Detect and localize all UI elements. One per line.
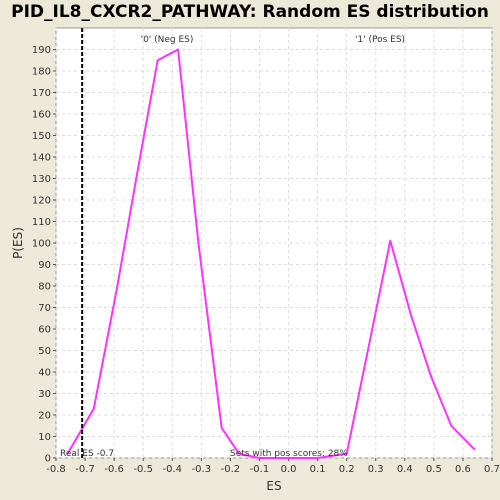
x-tick-label: 0.1 [310, 464, 326, 475]
x-tick-label: -0.8 [46, 464, 66, 475]
y-tick-label: 150 [32, 131, 51, 142]
y-tick-label: 90 [38, 260, 51, 271]
x-tick-label: -0.4 [163, 464, 183, 475]
y-tick-label: 80 [38, 282, 51, 293]
data-point [238, 452, 240, 455]
data-point [409, 313, 412, 315]
y-tick-label: 70 [38, 303, 51, 314]
data-point [366, 354, 368, 356]
y-tick-label: 130 [32, 174, 51, 185]
data-point [316, 457, 319, 459]
y-axis-ticks: 0 10 20 30 40 50 60 70 80 90 100 110 120 130 140 150 160… [32, 45, 56, 465]
y-tick-label: 50 [38, 346, 51, 357]
x-axis-ticks: -0.8 -0.7 -0.6 -0.5 -0.4 -0.3 -0.2 -0.1 0.0 0.1 0.… [46, 458, 500, 475]
data-point [450, 424, 453, 427]
data-point [156, 59, 159, 62]
y-tick-label: 170 [32, 88, 51, 99]
x-tick-label: -0.7 [75, 464, 95, 475]
x-tick-label: -0.2 [221, 464, 241, 475]
y-tick-label: 100 [32, 239, 51, 250]
data-point [197, 242, 200, 244]
data-point [177, 48, 179, 51]
data-point [258, 457, 261, 459]
pos-es-label: '1' (Pos ES) [355, 35, 405, 45]
y-tick-label: 190 [32, 45, 51, 56]
y-tick-label: 160 [32, 110, 51, 121]
y-tick-label: 140 [32, 153, 51, 164]
y-tick-label: 60 [38, 325, 51, 336]
y-tick-label: 40 [38, 368, 51, 379]
x-tick-label: 0.4 [397, 464, 413, 475]
y-tick-label: 0 [45, 454, 51, 465]
x-tick-label: -0.1 [250, 464, 270, 475]
y-tick-label: 120 [32, 196, 51, 207]
real-es-label: Real ES -0.7 [60, 449, 114, 459]
chart-title: PID_IL8_CXCR2_PATHWAY: Random ES distrib… [11, 2, 489, 22]
data-point [430, 375, 432, 378]
x-tick-label: 0.3 [368, 464, 384, 475]
series-layer [66, 48, 476, 459]
data-point [220, 427, 223, 429]
data-point [92, 407, 95, 410]
x-tick-label: -0.5 [133, 464, 153, 475]
data-point [116, 287, 118, 289]
y-tick-label: 110 [32, 217, 51, 228]
y-tick-label: 20 [38, 411, 51, 422]
pos-scores-label: Sets with pos scores: 28% [230, 449, 348, 459]
x-tick-label: -0.6 [104, 464, 124, 475]
x-tick-label: 0.2 [339, 464, 355, 475]
data-point [473, 448, 476, 451]
x-tick-label: -0.3 [192, 464, 212, 475]
data-point [66, 452, 69, 455]
y-axis-label: P(ES) [11, 227, 25, 259]
x-axis-label: ES [266, 479, 281, 493]
x-tick-label: 0.0 [281, 464, 297, 475]
y-tick-label: 10 [38, 432, 51, 443]
y-tick-label: 180 [32, 67, 51, 78]
data-point [389, 240, 392, 242]
data-point [136, 171, 139, 173]
x-tick-label: 0.7 [484, 464, 500, 475]
data-point [287, 457, 290, 459]
y-tick-label: 30 [38, 389, 51, 400]
x-tick-label: 0.6 [455, 464, 471, 475]
x-tick-label: 0.5 [426, 464, 442, 475]
neg-es-label: '0' (Neg ES) [141, 35, 194, 45]
data-point [345, 452, 348, 455]
